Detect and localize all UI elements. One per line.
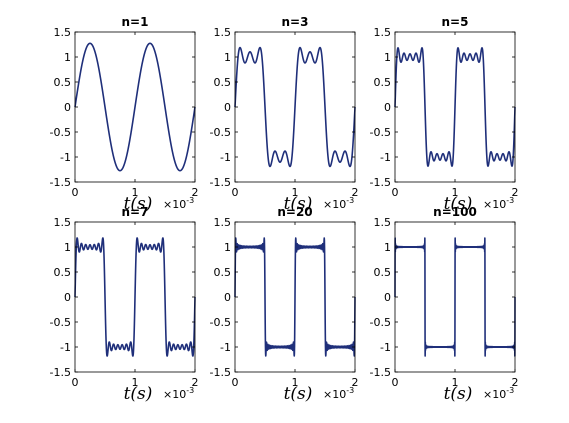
- panel-title: n=5: [442, 15, 469, 29]
- x-tick-label: 1: [292, 376, 299, 389]
- panel-title: n=20: [277, 205, 312, 219]
- x-axis-label: t(s): [284, 384, 313, 404]
- x-axis-label: t(s): [284, 194, 313, 214]
- y-tick-label: -1: [60, 341, 71, 354]
- x-tick-label: 1: [132, 376, 139, 389]
- y-tick-label: -0.5: [50, 316, 71, 329]
- y-tick-label: 1.5: [54, 26, 72, 39]
- y-tick-label: 0.5: [374, 76, 392, 89]
- y-tick-label: 1.5: [54, 216, 72, 229]
- y-tick-label: -0.5: [210, 126, 231, 139]
- x-axis-label: t(s): [124, 194, 153, 214]
- y-tick-label: -1: [220, 341, 231, 354]
- y-tick-label: 1.5: [214, 26, 232, 39]
- panel-n-7: n=71.510.50-0.5-1-1.50 1 2t(s) ×10-3: [50, 205, 199, 404]
- x-axis-label: t(s): [444, 194, 473, 214]
- y-tick-label: 1: [384, 241, 391, 254]
- x-tick-label: 0: [72, 376, 79, 389]
- y-tick-label: 0: [384, 291, 391, 304]
- series-line: [234, 237, 356, 357]
- x-axis-multiplier: ×10-3: [163, 386, 194, 401]
- series-line: [74, 237, 196, 357]
- y-tick-label: 1.5: [214, 216, 232, 229]
- y-tick-label: 0.5: [374, 266, 392, 279]
- y-tick-label: 0.5: [54, 76, 72, 89]
- y-tick-label: -0.5: [370, 316, 391, 329]
- x-tick-label: 2: [352, 376, 359, 389]
- x-tick-label: 1: [452, 186, 459, 199]
- y-tick-label: -0.5: [370, 126, 391, 139]
- panel-title: n=3: [282, 15, 309, 29]
- y-tick-label: -0.5: [210, 316, 231, 329]
- y-tick-label: -1: [220, 151, 231, 164]
- y-tick-label: 1: [64, 51, 71, 64]
- y-tick-label: 1: [224, 51, 231, 64]
- panel-n-5: n=51.510.50-0.5-1-1.50 1 2t(s) ×10-3: [370, 15, 519, 214]
- y-tick-label: 1: [384, 51, 391, 64]
- y-tick-label: 1: [64, 241, 71, 254]
- y-tick-label: -1: [380, 151, 391, 164]
- x-tick-label: 0: [72, 186, 79, 199]
- panel-title: n=1: [122, 15, 149, 29]
- panel-n-20: n=201.510.50-0.5-1-1.50 1 2t(s) ×10-3: [210, 205, 359, 404]
- series-line: [74, 42, 196, 172]
- x-tick-label: 2: [192, 186, 199, 199]
- series-line: [394, 47, 516, 167]
- y-tick-label: 0.5: [214, 76, 232, 89]
- y-tick-label: -1.5: [210, 176, 231, 189]
- x-tick-label: 0: [392, 186, 399, 199]
- y-tick-label: 0: [224, 101, 231, 114]
- x-tick-label: 1: [132, 186, 139, 199]
- x-axis-multiplier: ×10-3: [163, 196, 194, 211]
- series-line: [234, 46, 356, 168]
- x-tick-label: 2: [512, 186, 519, 199]
- x-tick-label: 1: [452, 376, 459, 389]
- y-tick-label: -1: [380, 341, 391, 354]
- y-tick-label: 0: [384, 101, 391, 114]
- y-tick-label: -1.5: [50, 176, 71, 189]
- y-tick-label: 1: [224, 241, 231, 254]
- y-tick-label: -1.5: [50, 366, 71, 379]
- x-tick-label: 0: [232, 376, 239, 389]
- y-tick-label: 0.5: [54, 266, 72, 279]
- y-tick-label: -1: [60, 151, 71, 164]
- x-axis-label: t(s): [444, 384, 473, 404]
- panel-title: n=7: [122, 205, 149, 219]
- x-axis-multiplier: ×10-3: [323, 196, 354, 211]
- y-tick-label: -1.5: [370, 176, 391, 189]
- y-tick-label: 0: [224, 291, 231, 304]
- x-axis-multiplier: ×10-3: [483, 196, 514, 211]
- y-tick-label: 0: [64, 101, 71, 114]
- y-tick-label: 0.5: [214, 266, 232, 279]
- x-axis-multiplier: ×10-3: [483, 386, 514, 401]
- x-tick-label: 1: [292, 186, 299, 199]
- y-tick-label: -1.5: [210, 366, 231, 379]
- y-tick-label: 1.5: [374, 26, 392, 39]
- panel-n-3: n=31.510.50-0.5-1-1.50 1 2t(s) ×10-3: [210, 15, 359, 214]
- x-tick-label: 0: [232, 186, 239, 199]
- y-tick-label: 0: [64, 291, 71, 304]
- panel-title: n=100: [433, 205, 477, 219]
- series-line: [394, 237, 516, 357]
- x-tick-label: 0: [392, 376, 399, 389]
- y-tick-label: -0.5: [50, 126, 71, 139]
- x-tick-label: 2: [352, 186, 359, 199]
- y-tick-label: 1.5: [374, 216, 392, 229]
- y-tick-label: -1.5: [370, 366, 391, 379]
- x-axis-multiplier: ×10-3: [323, 386, 354, 401]
- panel-n-1: n=11.510.50-0.5-1-1.50 1 2t(s) ×10-3: [50, 15, 199, 214]
- x-tick-label: 2: [192, 376, 199, 389]
- x-axis-label: t(s): [124, 384, 153, 404]
- x-tick-label: 2: [512, 376, 519, 389]
